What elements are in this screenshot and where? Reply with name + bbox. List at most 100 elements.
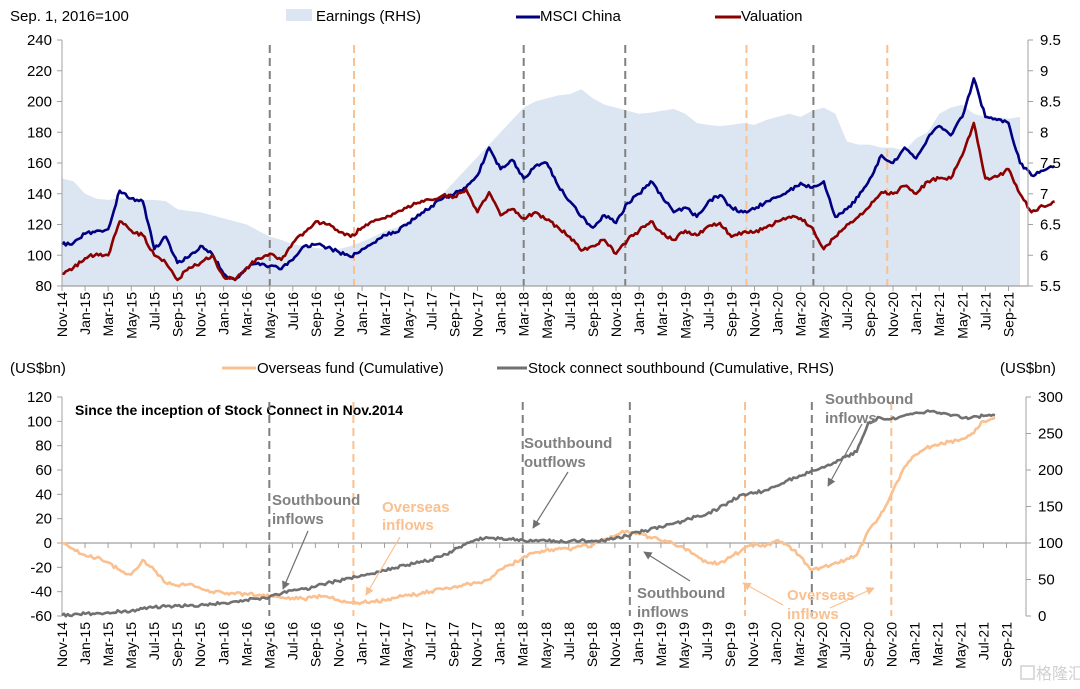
- bottom-left-axis-title: (US$bn): [10, 360, 66, 377]
- left-tick-label: 160: [27, 155, 52, 172]
- x-tick-label: Mar-19: [653, 622, 669, 667]
- x-tick-label: Sep-21: [1000, 292, 1016, 337]
- x-tick-label: Jul-20: [837, 622, 853, 660]
- series-line-valuation: [62, 121, 1055, 282]
- x-tick-label: Sep-19: [723, 292, 739, 337]
- x-tick-label: Nov-16: [331, 292, 347, 337]
- top-vlines-layer: [268, 45, 889, 286]
- right-tick-label: 6: [1040, 247, 1048, 264]
- x-tick-label: May-15: [123, 622, 139, 669]
- annotation-arrow: [827, 423, 863, 487]
- x-tick-label: Sep-20: [862, 292, 878, 337]
- annotation-arrow: [532, 471, 569, 529]
- annotation-text: inflows: [825, 410, 877, 427]
- x-tick-label: Mar-15: [100, 292, 116, 337]
- left-tick-label: -40: [30, 584, 52, 601]
- right-tick-label: 8: [1040, 124, 1048, 141]
- annotation-southbound-outflows: Southbound outflows: [524, 435, 612, 529]
- left-tick-label: 180: [27, 124, 52, 141]
- x-tick-label: Jan-17: [353, 622, 369, 665]
- x-tick-label: Nov-19: [745, 622, 761, 667]
- earnings-area-layer: [62, 89, 1020, 286]
- top-chart: Sep. 1, 2016=100 Earnings (RHS) MSCI Chi…: [10, 8, 1061, 339]
- x-tick-label: Sep-21: [998, 622, 1014, 667]
- x-tick-label: Nov-17: [469, 622, 485, 667]
- x-tick-label: Nov-18: [608, 292, 624, 337]
- x-tick-label: May-20: [814, 622, 830, 669]
- x-tick-label: Sep-16: [307, 622, 323, 667]
- x-tick-label: Sep-15: [169, 292, 185, 337]
- right-tick-label: 100: [1038, 535, 1063, 552]
- right-tick-label: 7: [1040, 186, 1048, 203]
- x-tick-label: Mar-16: [238, 622, 254, 667]
- left-tick-label: 80: [35, 278, 52, 295]
- x-tick-label: Jul-17: [423, 622, 439, 660]
- x-tick-label: Mar-21: [931, 292, 947, 337]
- x-tick-label: May-21: [952, 622, 968, 669]
- x-tick-label: Mar-21: [929, 622, 945, 667]
- series-line-overseas-fund-cumulative: [61, 416, 996, 606]
- annotation-text: Overseas: [382, 499, 450, 516]
- right-tick-label: 50: [1038, 572, 1055, 589]
- annotation-arrow: [742, 582, 784, 606]
- x-tick-label: Jan-20: [768, 622, 784, 665]
- x-tick-label: Mar-19: [654, 292, 670, 337]
- x-tick-label: May-16: [261, 622, 277, 669]
- right-tick-label: 300: [1038, 389, 1063, 406]
- annotation-text: inflows: [787, 606, 839, 623]
- x-tick-label: Sep-20: [860, 622, 876, 667]
- x-tick-label: Jan-15: [77, 622, 93, 665]
- left-tick-label: 40: [35, 486, 52, 503]
- right-tick-label: 200: [1038, 462, 1063, 479]
- x-tick-label: Jul-19: [700, 292, 716, 330]
- bottom-axes: 120100806040200-20-40-603002502001501005…: [27, 389, 1063, 669]
- annotation-southbound-inflows-1: Southbound inflows: [272, 492, 360, 590]
- annotation-southbound-inflows-2: Southbound inflows: [637, 551, 725, 621]
- left-tick-label: 120: [27, 217, 52, 234]
- x-tick-label: May-17: [400, 622, 416, 669]
- left-tick-label: 220: [27, 63, 52, 80]
- x-tick-label: Jan-18: [493, 292, 509, 335]
- x-tick-label: Mar-20: [793, 292, 809, 337]
- x-tick-label: Jul-18: [562, 292, 578, 330]
- annotation-text: Southbound: [524, 435, 612, 452]
- x-tick-label: Nov-19: [747, 292, 763, 337]
- x-tick-label: Jul-15: [146, 622, 162, 660]
- x-tick-label: Nov-20: [883, 622, 899, 667]
- x-tick-label: Sep-18: [585, 292, 601, 337]
- x-tick-label: May-21: [954, 292, 970, 339]
- annotation-text: Southbound: [825, 391, 913, 408]
- x-tick-label: Jul-21: [977, 292, 993, 330]
- annotation-arrow: [829, 587, 875, 609]
- x-tick-label: Mar-15: [100, 622, 116, 667]
- bottom-right-axis-title: (US$bn): [1000, 360, 1056, 377]
- x-tick-label: Sep-19: [722, 622, 738, 667]
- right-tick-label: 0: [1038, 608, 1046, 625]
- bottom-vlines-layer: [268, 402, 893, 616]
- right-tick-label: 7.5: [1040, 155, 1061, 172]
- bottom-chart: (US$bn) (US$bn) Overseas fund (Cumulativ…: [10, 360, 1063, 669]
- x-tick-label: Sep-17: [446, 292, 462, 337]
- x-tick-label: Jul-19: [699, 622, 715, 660]
- x-tick-label: Jan-18: [492, 622, 508, 665]
- right-tick-label: 150: [1038, 499, 1063, 516]
- x-tick-label: Jan-16: [215, 622, 231, 665]
- left-tick-label: 240: [27, 32, 52, 49]
- x-tick-label: Jul-17: [423, 292, 439, 330]
- x-tick-label: Nov-17: [470, 292, 486, 337]
- watermark-text: 格隆汇: [1036, 665, 1080, 683]
- top-left-axis-title: Sep. 1, 2016=100: [10, 8, 129, 25]
- left-tick-label: 100: [27, 413, 52, 430]
- legend-label-msci: MSCI China: [540, 8, 622, 25]
- legend-label-valuation: Valuation: [741, 8, 802, 25]
- left-tick-label: 80: [35, 438, 52, 455]
- right-tick-label: 8.5: [1040, 94, 1061, 111]
- x-tick-label: Jan-19: [630, 622, 646, 665]
- x-tick-label: Sep-16: [308, 292, 324, 337]
- x-tick-label: Nov-16: [330, 622, 346, 667]
- x-tick-label: Nov-14: [54, 622, 70, 667]
- x-tick-label: Jan-21: [906, 622, 922, 665]
- annotation-text: inflows: [272, 511, 324, 528]
- right-tick-label: 6.5: [1040, 217, 1061, 234]
